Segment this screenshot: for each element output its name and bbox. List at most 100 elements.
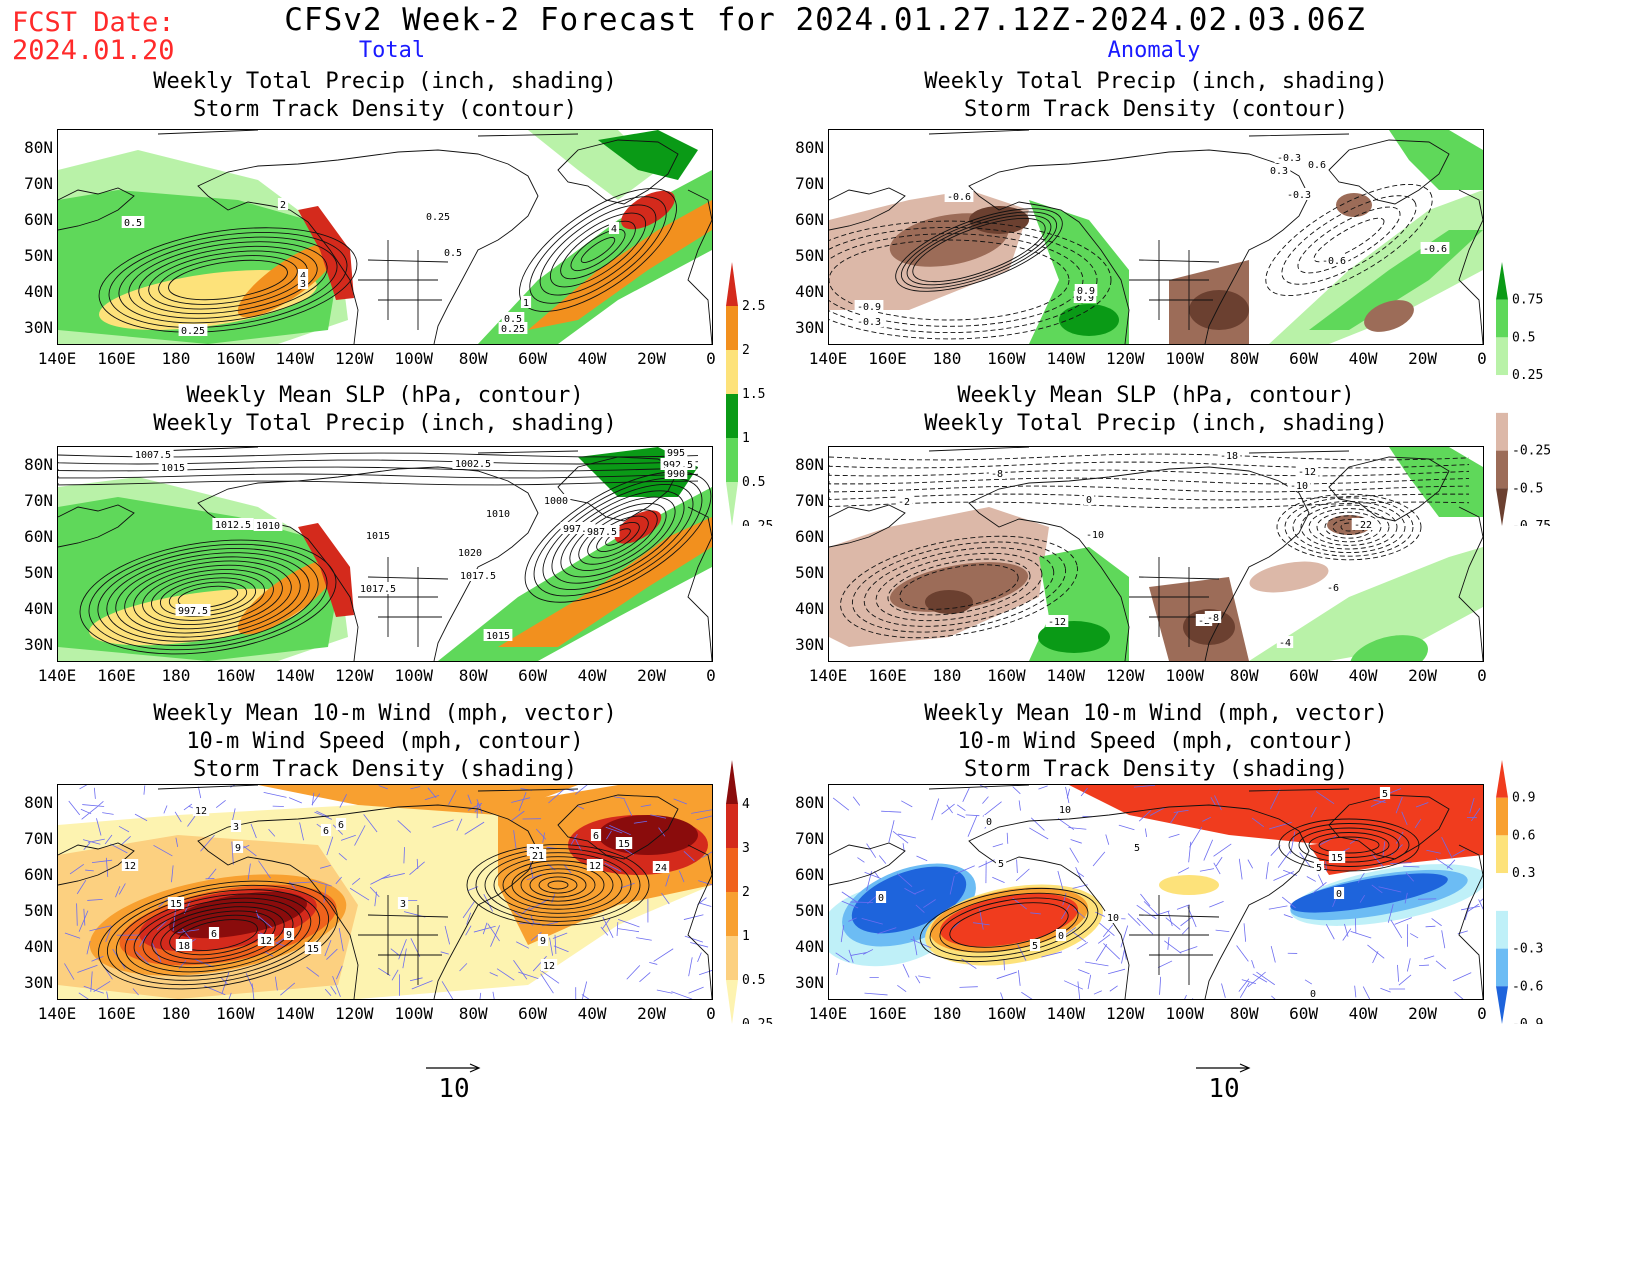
wind-vector [678,870,685,883]
contour-label: 0.5 [501,312,525,325]
contour-line [533,477,703,597]
contour-line [151,573,265,621]
contour-line [138,245,318,315]
wind-vector [311,793,321,806]
wind-vector [132,988,139,996]
coastline [1129,240,1220,330]
shaded-region [1059,304,1119,336]
wind-vector [1265,862,1269,880]
wind-vector [403,847,405,864]
wind-vector [330,986,337,995]
wind-vector [474,804,482,813]
contour-line [148,250,308,310]
wind-vector [861,918,883,925]
colorbar-swatch [1496,375,1508,413]
contour-line [115,889,321,981]
svg-text:-0.6: -0.6 [1423,244,1447,255]
wind-vector [902,963,910,978]
wind-vector [1268,905,1288,910]
latitude-tick-label: 40N [24,599,53,618]
longitude-tick-label: 0 [706,1004,716,1023]
svg-text:0.6: 0.6 [1308,160,1326,171]
svg-text:-8: -8 [991,469,1003,480]
longitude-tick-label: 40W [577,349,607,368]
longitude-tick-label: 20W [637,666,666,685]
contour-line [142,569,274,625]
wind-vector [153,844,173,857]
svg-text:3: 3 [400,899,406,910]
contour-line [829,453,1470,461]
wind-vector [850,952,867,956]
vector-reference-arrow-icon [1194,1060,1254,1074]
longitude-tick-label: 80W [1229,349,1259,368]
contour-label: 0.6 [1305,158,1329,171]
wind-vector [1057,870,1064,890]
wind-vector [684,935,704,943]
wind-vector [1202,816,1212,822]
contour-label: -10 [1287,479,1311,492]
latitude-tick-label: 40N [795,282,824,301]
wind-vector [288,797,303,804]
wind-vector [1077,981,1081,999]
contour-line [158,255,298,305]
wind-vector [1426,849,1441,854]
contour-line [502,860,614,910]
colorbar-swatch [726,848,738,892]
page-title: CFSv2 Week-2 Forecast for 2024.01.27.12Z… [284,2,1366,38]
svg-text:5: 5 [1032,941,1038,952]
contour-line [151,906,285,964]
longitude-tick-label: 100W [1165,349,1204,368]
map-slp-anomaly: -18 -12 -10 -22 -8 -10 -12 -2 0 -4 -6 -2 -8 [828,446,1484,662]
colorbar-label: 0.5 [742,475,765,490]
latitude-tick-label: 70N [795,829,824,848]
wind-vector [151,942,162,963]
wind-vector [549,937,554,956]
contour-line [549,212,647,288]
wind-vector [1214,795,1222,811]
latitude-tick-label: 70N [795,491,824,510]
contour-label: -10 [1083,528,1107,541]
longitude-tick-label: 160W [216,666,255,685]
contour-label: 5 [1131,841,1143,854]
longitude-tick-label: 140E [808,1004,848,1023]
svg-text:0.25: 0.25 [181,326,205,337]
wind-vector [1121,949,1125,964]
panel-title-precip-anomaly: Weekly Total Precip (inch, shading) Stor… [828,68,1484,124]
wind-vector [1136,917,1154,935]
contour-line [133,897,303,973]
wind-vector [1213,862,1221,875]
wind-vector [1344,923,1349,937]
latitude-tick-label: 40N [795,599,824,618]
wind-vector [336,965,343,980]
wind-vector [946,804,953,814]
svg-text:15: 15 [1331,853,1343,864]
wind-vector [698,969,712,976]
wind-vector [600,926,609,936]
panel-title-line: Weekly Mean SLP (hPa, contour) [186,383,584,408]
wind-vector [878,855,887,864]
coastline [1328,456,1450,522]
wind-vector [897,833,916,839]
wind-vector [409,977,423,982]
wind-vector [1403,865,1420,868]
wind-vector [658,827,666,837]
contour-line [829,485,1470,493]
wind-vector [1395,831,1404,844]
contour-label: 1017.5 [457,569,499,582]
wind-vector [1271,995,1276,999]
longitude-tick-label: 180 [161,349,191,368]
wind-vector [1093,990,1102,995]
wind-vector [690,942,709,948]
contour-line [108,231,348,329]
wind-vector [171,865,174,883]
colorbar-swatch [1496,262,1508,300]
wind-vector [526,874,542,881]
wind-vector [1080,787,1088,797]
wind-vector [288,881,296,890]
svg-text:997.5: 997.5 [178,606,208,617]
wind-vector [487,923,500,942]
wind-vector [492,991,495,999]
contour-line [863,547,1055,627]
longitude-tick-label: 160E [868,1004,907,1023]
wind-vector [1357,872,1365,883]
